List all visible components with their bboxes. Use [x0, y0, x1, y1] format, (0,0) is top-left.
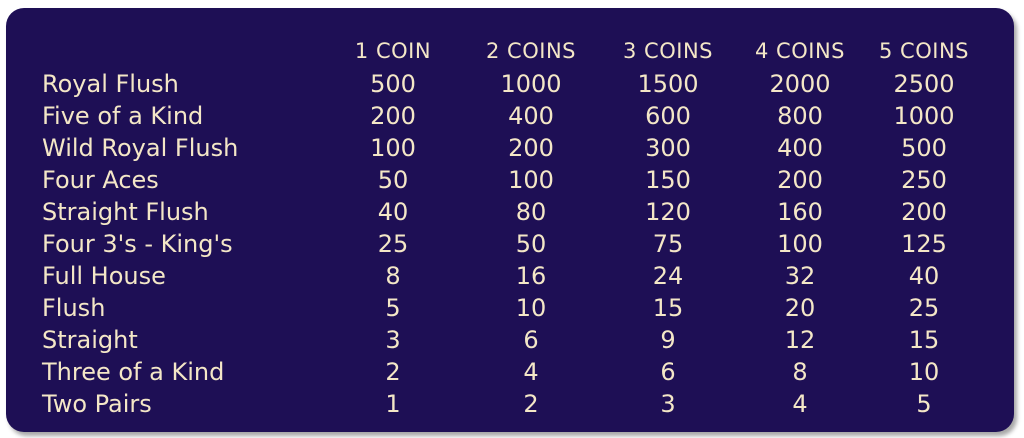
payout-cell: 120 [645, 198, 691, 226]
paytable-body: Royal Flush 500 1000 1500 2000 2500 Five of a … [42, 68, 984, 420]
payout-cell: 6 [660, 358, 676, 386]
hand-name: Straight [42, 326, 138, 354]
hand-name: Royal Flush [42, 70, 179, 98]
payout-cell: 3 [385, 326, 401, 354]
payout-cell: 4 [792, 390, 808, 418]
hand-name: Four 3's - King's [42, 230, 233, 258]
payout-cell: 800 [777, 102, 823, 130]
column-header-5-coins: 5 COINS [879, 39, 969, 63]
column-header-1-coin: 1 COIN [354, 39, 432, 63]
payout-cell: 3 [660, 390, 676, 418]
hand-name: Two Pairs [42, 390, 152, 418]
column-header-2-coins: 2 COINS [486, 39, 576, 63]
payout-cell: 8 [792, 358, 808, 386]
payout-cell: 250 [901, 166, 947, 194]
payout-cell: 2500 [893, 70, 955, 98]
payout-cell: 125 [901, 230, 947, 258]
payout-cell: 80 [515, 198, 547, 226]
payout-cell: 200 [370, 102, 416, 130]
payout-cell: 50 [515, 230, 547, 258]
payout-cell: 25 [377, 230, 409, 258]
payout-cell: 20 [784, 294, 816, 322]
table-row: Four 3's - King's 25 50 75 100 125 [42, 228, 984, 260]
hand-name: Four Aces [42, 166, 159, 194]
hand-name: Wild Royal Flush [42, 134, 239, 162]
hand-name: Flush [42, 294, 106, 322]
payout-cell: 100 [370, 134, 416, 162]
table-row: Two Pairs 1 2 3 4 5 [42, 388, 984, 420]
payout-cell: 2000 [769, 70, 831, 98]
table-row: Three of a Kind 2 4 6 8 10 [42, 356, 984, 388]
table-row: Wild Royal Flush 100 200 300 400 500 [42, 132, 984, 164]
payout-cell: 600 [645, 102, 691, 130]
payout-cell: 160 [777, 198, 823, 226]
table-row: Straight 3 6 9 12 15 [42, 324, 984, 356]
payout-cell: 16 [515, 262, 547, 290]
payout-cell: 75 [652, 230, 684, 258]
payout-cell: 2 [385, 358, 401, 386]
hand-name: Straight Flush [42, 198, 209, 226]
payout-cell: 400 [777, 134, 823, 162]
payout-cell: 500 [901, 134, 947, 162]
payout-cell: 300 [645, 134, 691, 162]
payout-cell: 8 [385, 262, 401, 290]
payout-cell: 24 [652, 262, 684, 290]
column-header-3-coins: 3 COINS [623, 39, 713, 63]
paytable: 1 COIN 2 COINS 3 COINS 4 COINS 5 COINS R… [42, 34, 984, 420]
hand-column-header [42, 34, 324, 68]
payout-cell: 1 [385, 390, 401, 418]
payout-cell: 500 [370, 70, 416, 98]
payout-cell: 15 [908, 326, 940, 354]
column-header-4-coins: 4 COINS [755, 39, 845, 63]
payout-cell: 1500 [637, 70, 699, 98]
payout-cell: 12 [784, 326, 816, 354]
payout-cell: 200 [777, 166, 823, 194]
payout-cell: 4 [523, 358, 539, 386]
payout-cell: 100 [777, 230, 823, 258]
payout-cell: 50 [377, 166, 409, 194]
paytable-panel: 1 COIN 2 COINS 3 COINS 4 COINS 5 COINS R… [6, 8, 1014, 432]
table-row: Full House 8 16 24 32 40 [42, 260, 984, 292]
payout-cell: 5 [385, 294, 401, 322]
hand-name: Three of a Kind [42, 358, 225, 386]
payout-cell: 200 [508, 134, 554, 162]
hand-name: Full House [42, 262, 166, 290]
payout-cell: 200 [901, 198, 947, 226]
table-row: Five of a Kind 200 400 600 800 1000 [42, 100, 984, 132]
paytable-header-row: 1 COIN 2 COINS 3 COINS 4 COINS 5 COINS [42, 34, 984, 68]
payout-cell: 400 [508, 102, 554, 130]
payout-cell: 25 [908, 294, 940, 322]
payout-cell: 2 [523, 390, 539, 418]
payout-cell: 5 [916, 390, 932, 418]
hand-name: Five of a Kind [42, 102, 204, 130]
payout-cell: 15 [652, 294, 684, 322]
payout-cell: 10 [908, 358, 940, 386]
payout-cell: 6 [523, 326, 539, 354]
payout-cell: 1000 [893, 102, 955, 130]
payout-cell: 1000 [500, 70, 562, 98]
payout-cell: 32 [784, 262, 816, 290]
payout-cell: 100 [508, 166, 554, 194]
payout-cell: 40 [377, 198, 409, 226]
payout-cell: 150 [645, 166, 691, 194]
payout-cell: 9 [660, 326, 676, 354]
table-row: Straight Flush 40 80 120 160 200 [42, 196, 984, 228]
payout-cell: 40 [908, 262, 940, 290]
table-row: Royal Flush 500 1000 1500 2000 2500 [42, 68, 984, 100]
payout-cell: 10 [515, 294, 547, 322]
table-row: Four Aces 50 100 150 200 250 [42, 164, 984, 196]
table-row: Flush 5 10 15 20 25 [42, 292, 984, 324]
